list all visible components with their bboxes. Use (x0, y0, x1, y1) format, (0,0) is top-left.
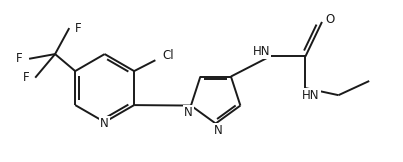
Text: N: N (214, 124, 222, 137)
Text: N: N (100, 116, 109, 130)
Text: F: F (16, 52, 23, 65)
Text: F: F (75, 22, 81, 35)
Text: F: F (23, 71, 29, 84)
Text: HN: HN (253, 45, 270, 58)
Text: HN: HN (302, 89, 320, 102)
Text: N: N (184, 106, 193, 119)
Text: O: O (326, 13, 335, 26)
Text: Cl: Cl (163, 49, 174, 62)
